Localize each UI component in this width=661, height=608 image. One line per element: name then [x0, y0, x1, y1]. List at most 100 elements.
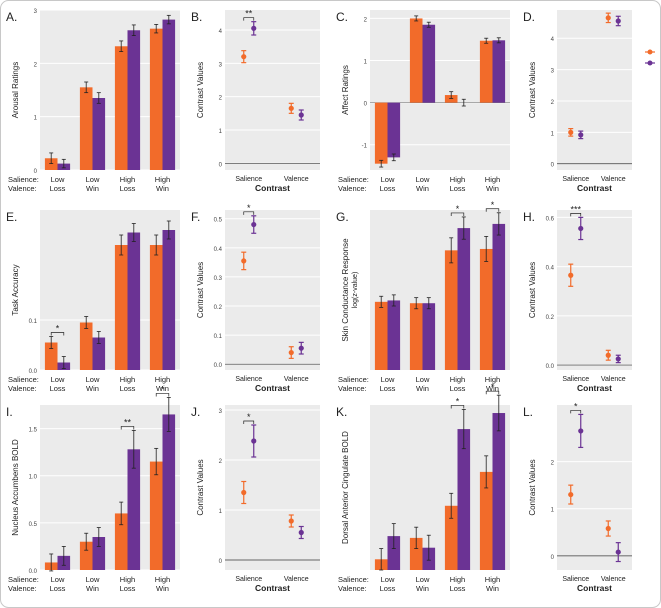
- y-axis-label: Dorsal Anterior Cingulate BOLD: [341, 431, 350, 544]
- significance-marker: *: [161, 384, 165, 394]
- salience-row-label: Salience:: [338, 175, 369, 184]
- bar-orange: [79, 541, 93, 570]
- y-tick-label: 1: [219, 509, 223, 515]
- panel-B: B. 0 1 2 3 4 Contrast Values Salience ValenceCon…: [191, 9, 320, 193]
- point-orange: [605, 525, 611, 532]
- point-orange: [568, 272, 574, 278]
- x-tick-label-salience: High: [450, 175, 465, 184]
- panel-J: J. 0 1 2 3 Contrast Values Salience ValenceCont…: [191, 405, 320, 593]
- panel-letter: K.: [336, 405, 347, 419]
- x-tick-label: Valence: [284, 576, 309, 583]
- y-tick-label: 3: [551, 69, 555, 75]
- significance-bracket: [485, 390, 500, 395]
- significance-marker: ***: [570, 204, 581, 214]
- x-tick-label: Salience: [562, 176, 589, 183]
- legend: [645, 49, 655, 66]
- x-tick-label-valence: Win: [86, 584, 99, 593]
- point-orange: [605, 352, 611, 358]
- x-tick-label-valence: Loss: [450, 184, 466, 193]
- bar-purple: [422, 303, 436, 370]
- x-tick-label-salience: Low: [381, 175, 395, 184]
- x-tick-label-salience: High: [155, 375, 170, 384]
- x-tick-label-salience: High: [155, 575, 170, 584]
- panel-letter: B.: [191, 10, 202, 24]
- y-axis-label: Arousal Ratings: [11, 62, 20, 118]
- y-tick-label: 1: [34, 116, 38, 122]
- y-axis-label: Contrast Values: [528, 459, 537, 515]
- x-tick-label-salience: High: [120, 175, 135, 184]
- x-tick-label-salience: Low: [51, 375, 65, 384]
- y-tick-label: 0: [364, 102, 368, 108]
- x-tick-label-salience: Low: [86, 575, 100, 584]
- y-tick-label: 0.4: [546, 266, 555, 272]
- bar-orange: [149, 245, 163, 370]
- point-purple: [615, 18, 621, 24]
- x-tick-label-valence: Loss: [50, 384, 66, 393]
- y-tick-label: 0: [219, 559, 223, 565]
- panel-letter: G.: [336, 210, 349, 224]
- panel-letter: H.: [523, 210, 535, 224]
- significance-bracket: [450, 212, 465, 216]
- point-purple: [251, 438, 257, 444]
- bar-orange: [409, 303, 423, 370]
- x-tick-label-valence: Loss: [50, 584, 66, 593]
- point-orange: [288, 105, 294, 111]
- x-tick-label: Valence: [601, 576, 626, 583]
- point-orange: [288, 349, 294, 356]
- x-tick-label-valence: Win: [416, 184, 429, 193]
- x-tick-label: Valence: [284, 376, 309, 383]
- x-tick-label-valence: Loss: [380, 184, 396, 193]
- y-tick-label: 0: [219, 162, 223, 168]
- bar-orange: [44, 158, 58, 170]
- point-orange: [241, 489, 247, 496]
- panel-K: K.Dorsal Anterior Cingulate BOLDLowLossL…: [336, 382, 510, 593]
- x-tick-label-salience: High: [485, 175, 500, 184]
- x-tick-label: Valence: [601, 176, 626, 183]
- bar-orange: [409, 537, 423, 570]
- salience-row-label: Salience:: [8, 175, 39, 184]
- bar-purple: [457, 429, 471, 570]
- y-tick-label: 0.3: [214, 276, 223, 282]
- panel-letter: A.: [6, 10, 17, 24]
- y-tick-label: 2: [551, 461, 555, 467]
- point-purple: [615, 356, 621, 362]
- bar-orange: [444, 250, 458, 370]
- bar-purple: [492, 413, 506, 570]
- bar-purple: [387, 300, 401, 370]
- bar-purple: [162, 230, 176, 370]
- y-tick-label: 0: [551, 555, 555, 561]
- x-tick-label-valence: Win: [486, 384, 499, 393]
- significance-bracket: [243, 17, 255, 21]
- bar-orange: [79, 87, 93, 170]
- x-tick-label: Salience: [235, 176, 262, 183]
- x-tick-label-salience: Low: [416, 175, 430, 184]
- x-tick-label-salience: High: [120, 575, 135, 584]
- y-tick-label: 2: [34, 62, 38, 68]
- bar-orange: [114, 46, 128, 171]
- y-tick-label: 2: [551, 100, 555, 106]
- significance-marker: *: [574, 401, 578, 411]
- legend-marker-orange: [647, 49, 653, 55]
- x-tick-label-valence: Loss: [120, 384, 136, 393]
- point-purple: [578, 428, 584, 434]
- x-tick-label-valence: Loss: [450, 384, 466, 393]
- bar-orange: [149, 28, 163, 170]
- valence-row-label: Valence:: [338, 384, 367, 393]
- y-tick-label: 0: [34, 169, 38, 175]
- bar-orange: [479, 471, 493, 570]
- y-tick-label: 1: [364, 60, 368, 66]
- bar-orange: [79, 322, 93, 370]
- x-tick-label-salience: Low: [86, 375, 100, 384]
- bar-purple: [127, 30, 141, 171]
- x-tick-label-valence: Loss: [120, 184, 136, 193]
- y-tick-label: 0.0: [546, 364, 555, 370]
- bar-purple: [492, 223, 506, 370]
- y-tick-label: 0.6: [546, 216, 555, 222]
- x-axis-label: Contrast: [577, 183, 612, 193]
- valence-row-label: Valence:: [8, 184, 37, 193]
- bar-purple: [162, 19, 176, 170]
- panel-letter: D.: [523, 10, 535, 24]
- panel-H: H. 0.0 0.2 0.4 0.6 Contrast Values Salience Val…: [523, 204, 632, 393]
- y-axis-label: Contrast Values: [196, 459, 205, 515]
- bar-orange: [149, 461, 163, 570]
